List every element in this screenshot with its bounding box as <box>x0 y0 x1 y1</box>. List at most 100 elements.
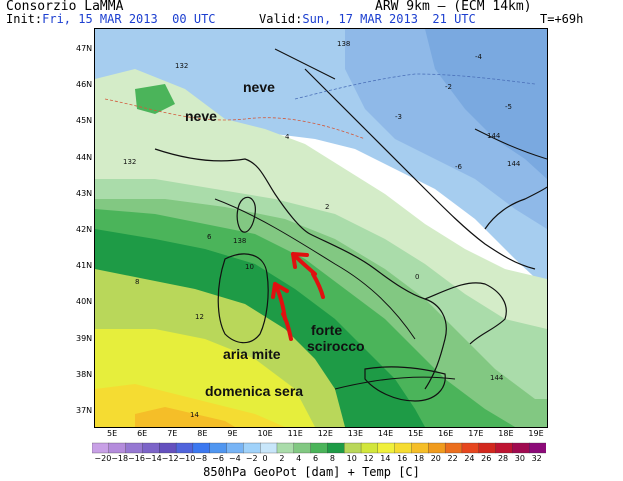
contour-label: 132 <box>175 62 188 70</box>
colorbar-swatch <box>495 442 513 454</box>
annotation-forte: forte <box>311 322 342 338</box>
forecast-step: T=+69h <box>540 12 584 26</box>
colorbar-swatch <box>243 442 261 454</box>
org-title: Consorzio LaMMA <box>6 0 124 14</box>
latitude-label: 44N <box>76 152 93 162</box>
contour-label: 10 <box>245 263 254 271</box>
contour-label: 6 <box>207 233 212 241</box>
latitude-label: 43N <box>76 188 93 198</box>
wind-arrow-3-head <box>271 282 289 299</box>
colorbar-label: 6 <box>313 454 319 463</box>
annotation-neve-2: neve <box>185 108 217 124</box>
coastline-italy-south <box>424 282 507 345</box>
annotation-neve-1: neve <box>243 79 275 95</box>
colorbar-label: 16 <box>397 454 408 463</box>
contour-label: 144 <box>507 160 521 168</box>
temp-contour-minus3 <box>294 73 536 100</box>
colorbar-swatch <box>92 442 110 454</box>
colorbar-swatch <box>192 442 211 454</box>
colorbar-swatch <box>142 442 160 454</box>
colorbar-label: 20 <box>430 454 441 463</box>
colorbar-label: −4 <box>228 454 241 463</box>
colorbar-label: 10 <box>346 454 357 463</box>
latitude-label: 41N <box>76 261 93 271</box>
colorbar-swatch <box>444 442 463 454</box>
annotation-aria-mite: aria mite <box>223 346 281 362</box>
latitude-label: 47N <box>76 44 93 53</box>
latitude-label: 46N <box>76 80 93 90</box>
contour-labels: 13813214414413814413268101214420-2-3-4-5… <box>123 40 521 419</box>
coastline-adriatic <box>304 68 536 270</box>
longitude-label: 8E <box>197 429 208 438</box>
corsica-outline <box>236 196 256 233</box>
colorbar-swatch <box>293 442 312 454</box>
wind-arrow-1-head <box>291 252 309 269</box>
init-prefix: Init: <box>6 12 43 26</box>
colorbar-label: 12 <box>363 454 374 463</box>
contour-label: 4 <box>285 133 290 141</box>
contour-label: 2 <box>325 203 329 211</box>
colorbar-swatch <box>394 442 413 454</box>
colorbar-label: 4 <box>296 454 302 463</box>
cold-zone-deep <box>425 29 547 179</box>
colorbar-label: 32 <box>531 454 542 463</box>
contour-label: 14 <box>190 411 199 419</box>
longitude-label: 13E <box>347 429 364 438</box>
longitude-label: 16E <box>438 429 454 438</box>
colorbar-label: −10 <box>178 454 196 463</box>
init-value: Fri, 15 MAR 2013 00 UTC <box>42 12 216 26</box>
colorbar-swatch <box>512 442 530 454</box>
colorbar-label: 2 <box>279 454 285 463</box>
contour-label: -6 <box>455 163 463 171</box>
contour-label: 138 <box>233 237 246 245</box>
temp-zone-16 <box>135 407 235 427</box>
contour-label: 12 <box>195 313 204 321</box>
latitude-label: 40N <box>76 297 93 307</box>
temp-contour-0 <box>104 98 366 140</box>
sicily-outline <box>364 366 446 402</box>
colorbar-swatch <box>428 442 446 454</box>
init-time: Init:Fri, 15 MAR 2013 00 UTC <box>6 13 216 26</box>
colorbar-label: 22 <box>447 454 458 463</box>
colorbar-label: 14 <box>380 454 391 463</box>
longitude-label: 10E <box>257 429 273 438</box>
longitude-label: 18E <box>498 429 514 438</box>
annotation-scirocco: scirocco <box>307 338 365 354</box>
model-title: ARW 9km — (ECM 14km) <box>375 0 532 14</box>
wind-arrow-2 <box>311 272 325 299</box>
colorbar-label: 26 <box>481 454 492 463</box>
colorbar-label: 30 <box>514 454 525 463</box>
colorbar-swatch <box>226 442 244 454</box>
sardinia-outline <box>217 253 269 344</box>
latitude-label: 42N <box>76 225 93 234</box>
contour-label: 132 <box>123 158 136 166</box>
latitude-label: 37N <box>76 406 93 415</box>
colorbar-swatch <box>411 442 429 454</box>
contour-label: -3 <box>395 113 402 121</box>
wind-arrow-4 <box>281 312 293 341</box>
colorbar-swatch <box>327 442 345 454</box>
alps-green-patch <box>135 84 175 114</box>
latitude-label: 38N <box>76 369 93 379</box>
colorbar-swatch <box>310 442 328 454</box>
colorbar-swatch <box>108 442 127 454</box>
longitude-label: 7E <box>167 429 178 438</box>
colorbar-label: −14 <box>144 454 162 463</box>
valid-value: Sun, 17 MAR 2013 21 UTC <box>302 12 476 26</box>
colorbar-label: 8 <box>329 454 335 463</box>
colorbar-label: 24 <box>464 454 475 463</box>
colorbar-label: −20 <box>94 454 112 463</box>
colorbar-swatch <box>360 442 379 454</box>
longitude-label: 14E <box>377 429 394 438</box>
contour-label: 8 <box>135 278 139 286</box>
temperature-colorbar <box>92 442 546 454</box>
longitude-label: 15E <box>408 429 424 438</box>
colorbar-swatch <box>461 442 480 454</box>
contour-label: 144 <box>490 374 504 382</box>
colorbar-swatch <box>175 442 194 454</box>
contour-label: -2 <box>445 83 452 91</box>
colorbar-swatch <box>159 442 177 454</box>
geopot-contour-132 <box>274 48 336 80</box>
longitude-label: 6E <box>137 429 148 438</box>
contour-label: 0 <box>415 273 419 281</box>
